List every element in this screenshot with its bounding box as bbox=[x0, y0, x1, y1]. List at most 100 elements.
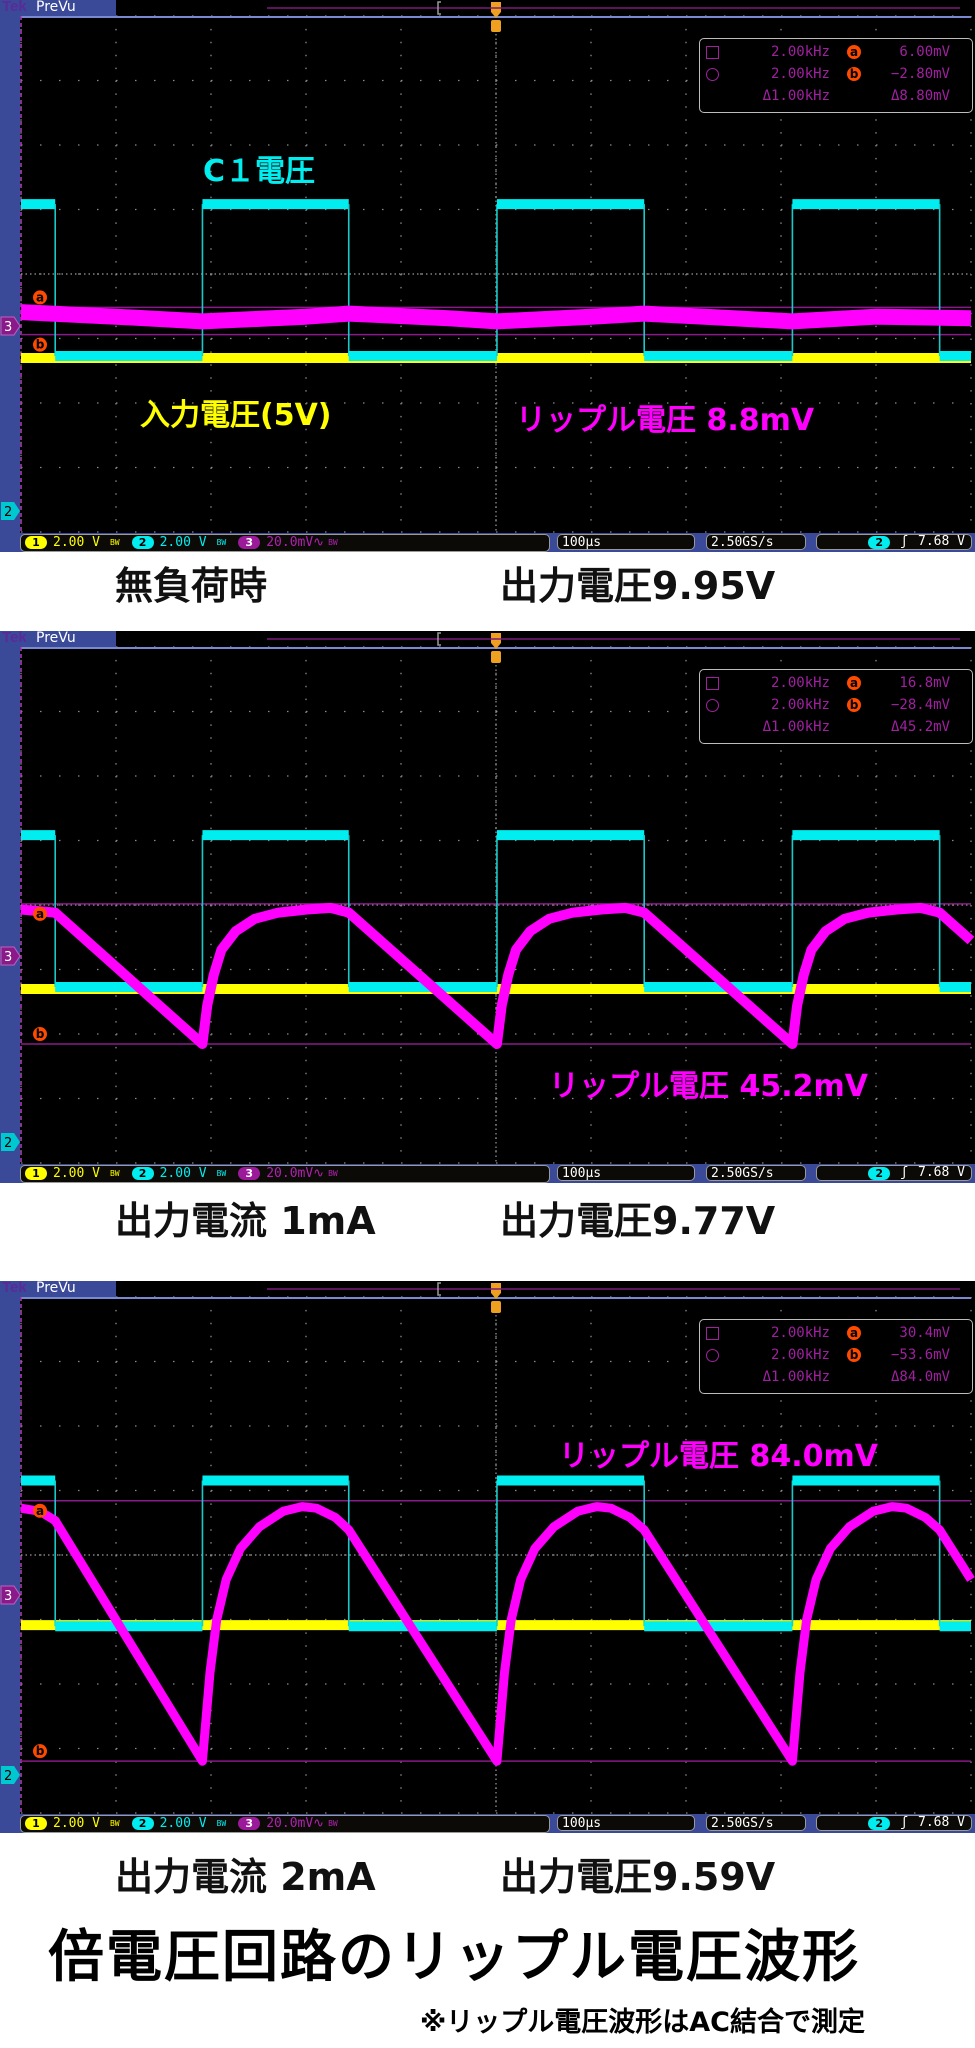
ch2-ground-marker[interactable]: 2 bbox=[1, 502, 20, 520]
trigger-level: 7.68 V bbox=[918, 1165, 965, 1180]
ch3-scale[interactable]: 20.0mV∿ bbox=[266, 1816, 325, 1831]
ch2-ground-marker[interactable]: 2 bbox=[1, 1766, 20, 1784]
readout-voltage: 30.4mV bbox=[899, 1325, 950, 1341]
tek-header: Tek PreVu bbox=[0, 0, 116, 16]
timebase-box[interactable]: 100µs bbox=[557, 1815, 695, 1831]
expansion-point-icon bbox=[491, 651, 501, 663]
ch3-scale[interactable]: 20.0mV∿ bbox=[266, 535, 325, 550]
cursor-a-marker[interactable]: a bbox=[33, 290, 47, 305]
scope-screen: 3 2 a b bbox=[0, 1282, 975, 1814]
sample-rate-box[interactable]: 2.50GS/s bbox=[706, 1165, 806, 1181]
trigger-box[interactable]: 2 ʃ 7.68 V bbox=[816, 1815, 972, 1831]
sample-rate-box[interactable]: 2.50GS/s bbox=[706, 1815, 806, 1831]
timebase-value: 100µs bbox=[562, 1816, 602, 1831]
timebase-box[interactable]: 100µs bbox=[557, 534, 695, 550]
ch3-ground-marker[interactable]: 3 bbox=[0, 316, 21, 336]
ch3-badge[interactable]: 3 bbox=[238, 1167, 261, 1180]
trigger-position-icon[interactable] bbox=[491, 2, 501, 18]
page-title: 倍電圧回路のリップル電圧波形 bbox=[48, 1925, 860, 1990]
left-frame bbox=[0, 16, 20, 552]
ch2-ground-marker[interactable]: 2 bbox=[1, 1133, 20, 1151]
caption-output-voltage: 出力電圧9.95V bbox=[500, 564, 776, 608]
ch3-ground-marker[interactable]: 3 bbox=[0, 946, 21, 966]
prevu-label: PreVu bbox=[36, 1281, 76, 1296]
caption-output-voltage: 出力電圧9.77V bbox=[500, 1199, 776, 1243]
readout-voltage: −53.6mV bbox=[890, 1347, 950, 1363]
status-bar: 1 2.00 V BW 2 2.00 V BW 3 20.0mV∿ BW 100µs 2.50GS/… bbox=[0, 1164, 975, 1183]
ch3-scale[interactable]: 20.0mV∿ bbox=[266, 1166, 325, 1181]
rising-edge-icon: ʃ bbox=[900, 1165, 909, 1180]
circle-cursor-icon bbox=[706, 68, 719, 81]
cursor-b-label: b bbox=[36, 1027, 45, 1041]
scope-screen: 3 2 a b bbox=[0, 632, 975, 1164]
ch2-badge[interactable]: 2 bbox=[131, 1167, 154, 1180]
ch3-bandwidth-limit-icon: BW bbox=[328, 538, 338, 547]
record-view-bracket bbox=[437, 1, 441, 15]
ch3-badge[interactable]: 3 bbox=[238, 536, 261, 549]
readout-row: 2.00kHz b −28.4mV bbox=[700, 696, 972, 714]
ch3-ripple-trace bbox=[20, 304, 972, 330]
trigger-box[interactable]: 2 ʃ 7.68 V bbox=[816, 1165, 972, 1181]
trigger-box[interactable]: 2 ʃ 7.68 V bbox=[816, 534, 972, 550]
ch3-ground-marker[interactable]: 3 bbox=[0, 1585, 21, 1605]
trigger-source-badge: 2 bbox=[868, 1816, 891, 1830]
scope-panel-1ma: 3 2 a b Tek PreVu 2.00kHz a 16.8mV 2.00kHz b −28.4m… bbox=[0, 631, 975, 1183]
channel-settings-box[interactable]: 1 2.00 V BW 2 2.00 V BW 3 20.0mV∿ BW bbox=[20, 534, 550, 552]
ch3-badge[interactable]: 3 bbox=[238, 1817, 261, 1830]
readout-frequency: 2.00kHz bbox=[770, 697, 830, 713]
readout-row: Δ1.00kHz Δ84.0mV bbox=[700, 1368, 972, 1386]
tek-logo: Tek bbox=[2, 0, 27, 15]
cursor-a-marker[interactable]: a bbox=[33, 1503, 47, 1518]
ch3-marker-label: 3 bbox=[4, 320, 12, 335]
ch2-badge[interactable]: 2 bbox=[131, 1817, 154, 1830]
ripple-annotation: リップル電圧 8.8mV bbox=[516, 403, 815, 438]
cursor-b-marker[interactable]: b bbox=[33, 1027, 47, 1042]
readout-voltage: −2.80mV bbox=[890, 66, 950, 82]
channel-settings-box[interactable]: 1 2.00 V BW 2 2.00 V BW 3 20.0mV∿ BW bbox=[20, 1165, 550, 1183]
ch3-marker-label: 3 bbox=[4, 950, 12, 965]
c1-annotation: C１電圧 bbox=[203, 154, 316, 189]
cursor-a-marker[interactable]: a bbox=[33, 906, 47, 921]
ch2-scale[interactable]: 2.00 V bbox=[159, 535, 207, 550]
scope-panel-no-load: 3 2 a b Tek PreVu 2.00kHz a 6.00mV 2.00kHz b −2.80m… bbox=[0, 0, 975, 552]
ch1-scale[interactable]: 2.00 V bbox=[53, 535, 100, 550]
ch2-badge[interactable]: 2 bbox=[131, 536, 154, 549]
ch1-scale[interactable]: 2.00 V bbox=[53, 1166, 100, 1181]
readout-row: 2.00kHz a 16.8mV bbox=[700, 674, 972, 692]
readout-voltage: 16.8mV bbox=[899, 675, 950, 691]
tek-header: Tek PreVu bbox=[0, 631, 116, 647]
ch2-scale[interactable]: 2.00 V bbox=[159, 1166, 207, 1181]
square-cursor-icon bbox=[706, 46, 719, 59]
ch2-bandwidth-limit-icon: BW bbox=[216, 1819, 227, 1828]
sample-rate-value: 2.50GS/s bbox=[711, 1816, 774, 1831]
trigger-position-icon[interactable] bbox=[491, 1283, 501, 1299]
cursor-readout-box: 2.00kHz a 30.4mV 2.00kHz b −53.6mV Δ1.00kHz Δ84… bbox=[699, 1319, 973, 1394]
square-cursor-icon bbox=[706, 1327, 719, 1340]
cursor-a-badge: a bbox=[847, 1326, 861, 1340]
cursor-a-label: a bbox=[36, 907, 44, 921]
ch1-badge[interactable]: 1 bbox=[25, 1817, 47, 1830]
readout-frequency: Δ1.00kHz bbox=[762, 719, 830, 735]
circle-cursor-icon bbox=[706, 1349, 719, 1362]
sample-rate-box[interactable]: 2.50GS/s bbox=[706, 534, 806, 550]
sample-rate-value: 2.50GS/s bbox=[711, 535, 774, 550]
ch1-badge[interactable]: 1 bbox=[25, 536, 47, 549]
cursor-b-marker[interactable]: b bbox=[33, 337, 47, 352]
timebase-box[interactable]: 100µs bbox=[557, 1165, 695, 1181]
ch1-bandwidth-limit-icon: BW bbox=[109, 1819, 120, 1828]
readout-row: 2.00kHz a 30.4mV bbox=[700, 1324, 972, 1342]
ch1-badge[interactable]: 1 bbox=[25, 1167, 47, 1180]
ch2-scale[interactable]: 2.00 V bbox=[159, 1816, 207, 1831]
tek-logo: Tek bbox=[2, 631, 27, 646]
cursor-readout-box: 2.00kHz a 16.8mV 2.00kHz b −28.4mV Δ1.00kHz Δ45… bbox=[699, 669, 973, 744]
trigger-level: 7.68 V bbox=[918, 1815, 965, 1830]
status-bar: 1 2.00 V BW 2 2.00 V BW 3 20.0mV∿ BW 100µs 2.50GS/… bbox=[0, 1814, 975, 1833]
ripple-annotation: リップル電圧 45.2mV bbox=[549, 1069, 868, 1104]
ch1-scale[interactable]: 2.00 V bbox=[53, 1816, 100, 1831]
readout-voltage: −28.4mV bbox=[890, 697, 950, 713]
cursor-b-marker[interactable]: b bbox=[33, 1744, 47, 1759]
rising-edge-icon: ʃ bbox=[900, 1815, 909, 1830]
channel-settings-box[interactable]: 1 2.00 V BW 2 2.00 V BW 3 20.0mV∿ BW bbox=[20, 1815, 550, 1833]
trigger-position-icon[interactable] bbox=[491, 633, 501, 649]
readout-row: Δ1.00kHz Δ8.80mV bbox=[700, 87, 972, 105]
